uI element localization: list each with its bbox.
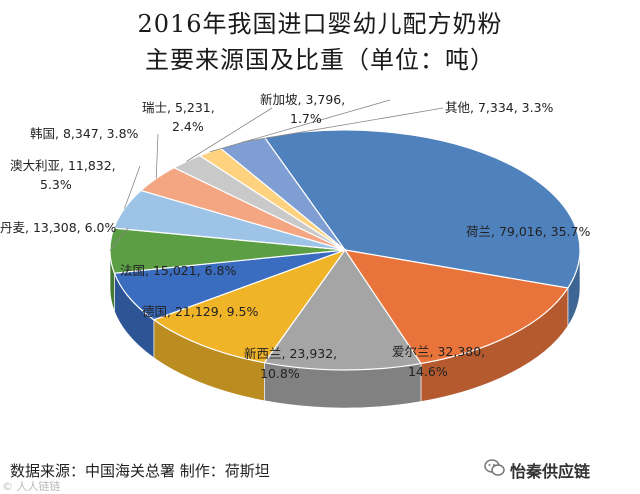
leader-line-新加坡 bbox=[209, 99, 391, 153]
leader-line-丹麦 bbox=[109, 227, 129, 251]
slice-label-丹麦: 丹麦, 13,308, 6.0% bbox=[0, 220, 117, 235]
slice-label-韩国: 韩国, 8,347, 3.8% bbox=[30, 126, 139, 141]
leader-line-瑞士 bbox=[186, 107, 273, 162]
slice-label-pct-澳大利亚: 5.3% bbox=[40, 177, 72, 192]
brand-name: 怡秦供应链 bbox=[510, 462, 591, 481]
slice-label-荷兰: 荷兰, 79,016, 35.7% bbox=[466, 224, 590, 239]
slice-label-德国: 德国, 21,129, 9.5% bbox=[142, 304, 259, 319]
slice-荷兰 bbox=[263, 129, 581, 289]
slice-其他 bbox=[219, 136, 346, 251]
chart-title-line1: 2016年我国进口婴幼儿配方奶粉 bbox=[137, 10, 503, 38]
slice-label-pct-瑞士: 2.4% bbox=[172, 119, 204, 134]
slice-爱尔兰 bbox=[343, 249, 569, 365]
slice-label-瑞士: 瑞士, 5,231, bbox=[142, 100, 215, 115]
footer-source: 数据来源：中国海关总署 制作：荷斯坦 bbox=[10, 462, 270, 480]
slice-label-pct-爱尔兰: 14.6% bbox=[408, 364, 448, 379]
leader-line-韩国 bbox=[155, 133, 159, 179]
leader-line-澳大利亚 bbox=[123, 165, 141, 209]
slice-label-爱尔兰: 爱尔兰, 32,380, bbox=[392, 344, 485, 359]
slice-label-pct-新加坡: 1.7% bbox=[290, 111, 322, 126]
pie-sides bbox=[109, 249, 581, 409]
wechat-icon bbox=[484, 459, 505, 476]
leader-lines bbox=[109, 99, 444, 251]
slice-label-新加坡: 新加坡, 3,796, bbox=[260, 92, 345, 107]
slice-label-法国: 法国, 15,021, 6.8% bbox=[120, 263, 237, 278]
chart-title-line2: 主要来源国及比重（单位：吨） bbox=[145, 46, 495, 74]
watermark: © 人人链链 bbox=[2, 480, 61, 493]
slice-labels: 荷兰, 79,016, 35.7% 爱尔兰, 32,380, 14.6% 新西兰, 2… bbox=[0, 92, 590, 381]
slice-label-新西兰: 新西兰, 23,932, bbox=[244, 346, 337, 361]
slice-label-澳大利亚: 澳大利亚, 11,832, bbox=[10, 158, 116, 173]
slice-label-其他: 其他, 7,334, 3.3% bbox=[445, 100, 554, 115]
slice-德国 bbox=[152, 248, 347, 364]
slice-新西兰 bbox=[263, 248, 422, 371]
slice-label-pct-新西兰: 10.8% bbox=[260, 366, 300, 381]
leader-line-其他 bbox=[241, 107, 444, 143]
pie-tops bbox=[109, 129, 581, 371]
